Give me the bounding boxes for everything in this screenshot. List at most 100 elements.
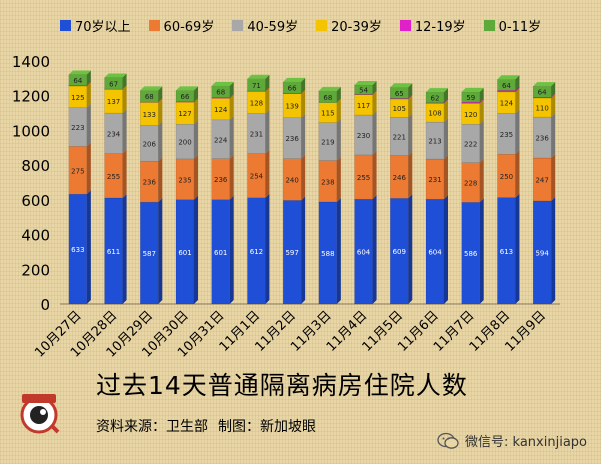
- bar-segment-side: [122, 193, 127, 304]
- bar-top-cap: [140, 86, 163, 91]
- bar-segment-side: [158, 98, 163, 126]
- data-label: 65: [395, 90, 404, 98]
- bar-segment-side: [444, 118, 448, 160]
- bar-segment-side: [444, 99, 448, 123]
- bar-segment-side: [515, 109, 520, 155]
- data-label: 255: [357, 174, 370, 182]
- bar-top-cap: [354, 80, 377, 85]
- bar-segment-side: [122, 109, 127, 154]
- data-label: 231: [428, 176, 441, 184]
- data-label: 68: [323, 94, 332, 102]
- legend-item: 0-11岁: [483, 16, 542, 35]
- bar-segment-side: [551, 82, 556, 98]
- data-label: 133: [143, 111, 156, 119]
- data-label: 597: [285, 249, 298, 257]
- bar-segment-side: [86, 142, 91, 195]
- bar-segment-side: [408, 151, 413, 199]
- data-label: 62: [431, 94, 440, 102]
- bar-segment-side: [408, 95, 413, 118]
- bar-segment-side: [372, 80, 377, 95]
- legend-item: 12-19岁: [399, 16, 466, 35]
- bar-top-cap: [318, 86, 341, 91]
- bar-segment-side: [265, 87, 270, 114]
- legend-label: 70岁以上: [75, 20, 131, 35]
- bar-top-cap: [283, 77, 306, 82]
- chart-title: 过去14天普通隔离病房住院人数: [96, 371, 468, 400]
- bar-segment-side: [551, 154, 556, 201]
- wechat-icon: [437, 432, 459, 449]
- bar-segment-side: [408, 113, 413, 156]
- bar-segment-side: [194, 195, 198, 304]
- bar-segment-side: [551, 93, 556, 118]
- data-label: 246: [393, 174, 407, 182]
- bar-segment-side: [408, 194, 413, 304]
- bar-segment-side: [551, 93, 556, 98]
- data-label: 54: [359, 87, 368, 95]
- data-label: 235: [500, 131, 513, 139]
- bar-top-cap: [533, 82, 556, 87]
- watermark-text: 微信号: kanxinjiapo: [465, 435, 587, 450]
- bar-segment-side: [229, 115, 234, 159]
- data-label: 236: [214, 176, 228, 184]
- legend-label: 0-11岁: [498, 20, 542, 35]
- data-label: 231: [250, 131, 263, 139]
- data-label: 222: [464, 140, 477, 148]
- bar-segment-side: [194, 154, 198, 200]
- legend: 70岁以上 60-69岁 40-59岁 20-39岁 12-19岁 0-11岁: [60, 16, 541, 35]
- bar-segment-side: [444, 155, 448, 200]
- data-label: 200: [178, 139, 191, 147]
- data-label: 68: [216, 89, 225, 97]
- data-label: 64: [502, 82, 511, 90]
- data-label: 223: [71, 124, 84, 132]
- data-label: 67: [109, 80, 118, 88]
- bar-segment-side: [551, 196, 556, 304]
- legend-label: 60-69岁: [163, 20, 215, 35]
- bar-segment-side: [444, 195, 448, 304]
- bar-segment-side: [86, 190, 91, 304]
- data-label: 206: [143, 140, 157, 148]
- wechat-watermark: 微信号: kanxinjiapo: [437, 431, 587, 450]
- data-label: 59: [466, 94, 475, 102]
- y-tick-label: 1000: [12, 122, 50, 140]
- producer-credit: 制图：新加坡眼: [218, 419, 316, 435]
- data-label: 124: [500, 100, 514, 108]
- data-label: 64: [538, 89, 547, 97]
- legend-item: 20-39岁: [316, 16, 382, 35]
- bar-segment-side: [515, 87, 520, 114]
- data-label: 68: [145, 93, 154, 101]
- bar-segment-side: [301, 89, 306, 118]
- bar-top-cap: [461, 87, 484, 92]
- bar-segment-side: [265, 193, 270, 304]
- data-label: 587: [143, 250, 156, 258]
- legend-label: 20-39岁: [331, 20, 382, 35]
- bar-segment-side: [372, 195, 377, 304]
- data-label: 230: [357, 132, 370, 140]
- bar-segment-side: [336, 98, 341, 123]
- bar-segment-side: [229, 94, 234, 120]
- bar-segment-side: [86, 70, 91, 86]
- data-label: 234: [107, 130, 121, 138]
- bar-top-cap: [247, 74, 270, 79]
- legend-swatch: [399, 20, 411, 31]
- bar-segment-side: [408, 83, 413, 99]
- data-label: 594: [535, 249, 549, 257]
- bar-segment-side: [479, 198, 484, 304]
- y-tick-label: 800: [21, 157, 50, 175]
- bar-segment-side: [158, 198, 163, 304]
- bar-segment-side: [336, 118, 341, 161]
- bar-segment-side: [336, 197, 341, 304]
- data-label: 613: [500, 248, 513, 256]
- bar-segment-side: [515, 193, 520, 304]
- bar-segment-side: [301, 196, 306, 304]
- data-label: 224: [214, 136, 228, 144]
- bar-segment-side: [86, 81, 91, 108]
- bar-segment-side: [479, 87, 484, 103]
- bar-segment-side: [336, 86, 341, 103]
- bar-segment-side: [372, 90, 377, 115]
- data-label: 247: [535, 176, 548, 184]
- data-label: 275: [71, 167, 84, 175]
- data-label: 601: [214, 249, 227, 257]
- legend-swatch: [232, 20, 244, 31]
